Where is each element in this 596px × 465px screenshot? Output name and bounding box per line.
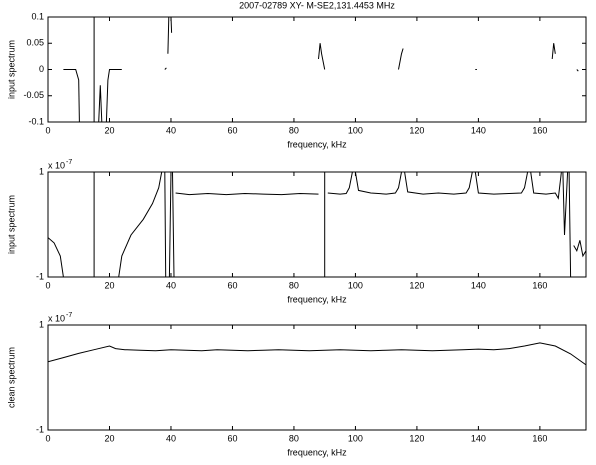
axis-multiplier: x 10 [48, 313, 65, 323]
x-tick-label: 100 [348, 125, 363, 135]
axes-box [47, 324, 587, 431]
x-tick-label: 140 [471, 433, 486, 443]
chart-title: 2007-02789 XY- M-SE2,131.4453 MHz [239, 0, 395, 10]
y-tick-label: 1 [39, 319, 44, 329]
x-axis-label: frequency, kHz [287, 294, 347, 304]
x-tick-label: 60 [227, 280, 237, 290]
x-tick-label: 80 [289, 433, 299, 443]
x-tick-label: 0 [45, 280, 50, 290]
plot-area [48, 342, 586, 366]
x-tick-label: 0 [45, 125, 50, 135]
x-tick-label: 40 [166, 280, 176, 290]
x-axis-label: frequency, kHz [287, 447, 347, 457]
x-tick-label: 40 [166, 125, 176, 135]
x-tick-label: 160 [532, 125, 547, 135]
x-tick-label: 20 [104, 280, 114, 290]
axes-box [47, 16, 587, 123]
x-tick-label: 80 [289, 125, 299, 135]
x-tick-label: 120 [409, 125, 424, 135]
axis-multiplier-exponent: -7 [66, 312, 72, 319]
axis-multiplier: x 10 [48, 160, 65, 170]
x-tick-label: 40 [166, 433, 176, 443]
subplot: 0 20 40 60 80 100 120 140 160 -1 1 frequency, kHz cl… [6, 312, 587, 457]
y-axis-label: input spectrum [6, 40, 16, 99]
x-tick-label: 20 [104, 125, 114, 135]
spectrum-line [63, 17, 579, 122]
y-tick-label: 0.1 [31, 11, 44, 21]
y-tick-label: 0 [39, 64, 44, 74]
plot-area [63, 17, 579, 122]
y-tick-label: -0.05 [23, 90, 44, 100]
x-tick-label: 100 [348, 433, 363, 443]
plot-area [48, 172, 586, 277]
axes-box [47, 171, 587, 278]
x-tick-label: 120 [409, 433, 424, 443]
x-tick-label: 140 [471, 125, 486, 135]
x-tick-label: 0 [45, 433, 50, 443]
y-tick-label: 0.05 [26, 38, 44, 48]
x-tick-label: 80 [289, 280, 299, 290]
subplot: 0 20 40 60 80 100 120 140 160 -1 1 frequency, kHz in… [6, 159, 587, 304]
subplot: 2007-02789 XY- M-SE2,131.4453 MHz 0 20 40 60… [6, 0, 587, 149]
x-axis-label: frequency, kHz [287, 139, 347, 149]
axis-multiplier-exponent: -7 [66, 159, 72, 166]
x-tick-label: 60 [227, 125, 237, 135]
y-tick-label: -0.1 [28, 116, 44, 126]
x-tick-label: 160 [532, 433, 547, 443]
y-tick-label: 1 [39, 166, 44, 176]
x-tick-label: 120 [409, 280, 424, 290]
x-tick-label: 160 [532, 280, 547, 290]
spectrum-line [48, 342, 586, 366]
y-tick-label: -1 [36, 424, 44, 434]
spectrum-line [48, 172, 586, 277]
y-tick-label: -1 [36, 271, 44, 281]
x-tick-label: 60 [227, 433, 237, 443]
y-axis-label: clean spectrum [6, 347, 16, 408]
x-tick-label: 20 [104, 433, 114, 443]
y-axis-label: input spectrum [6, 195, 16, 254]
x-tick-label: 100 [348, 280, 363, 290]
x-tick-label: 140 [471, 280, 486, 290]
